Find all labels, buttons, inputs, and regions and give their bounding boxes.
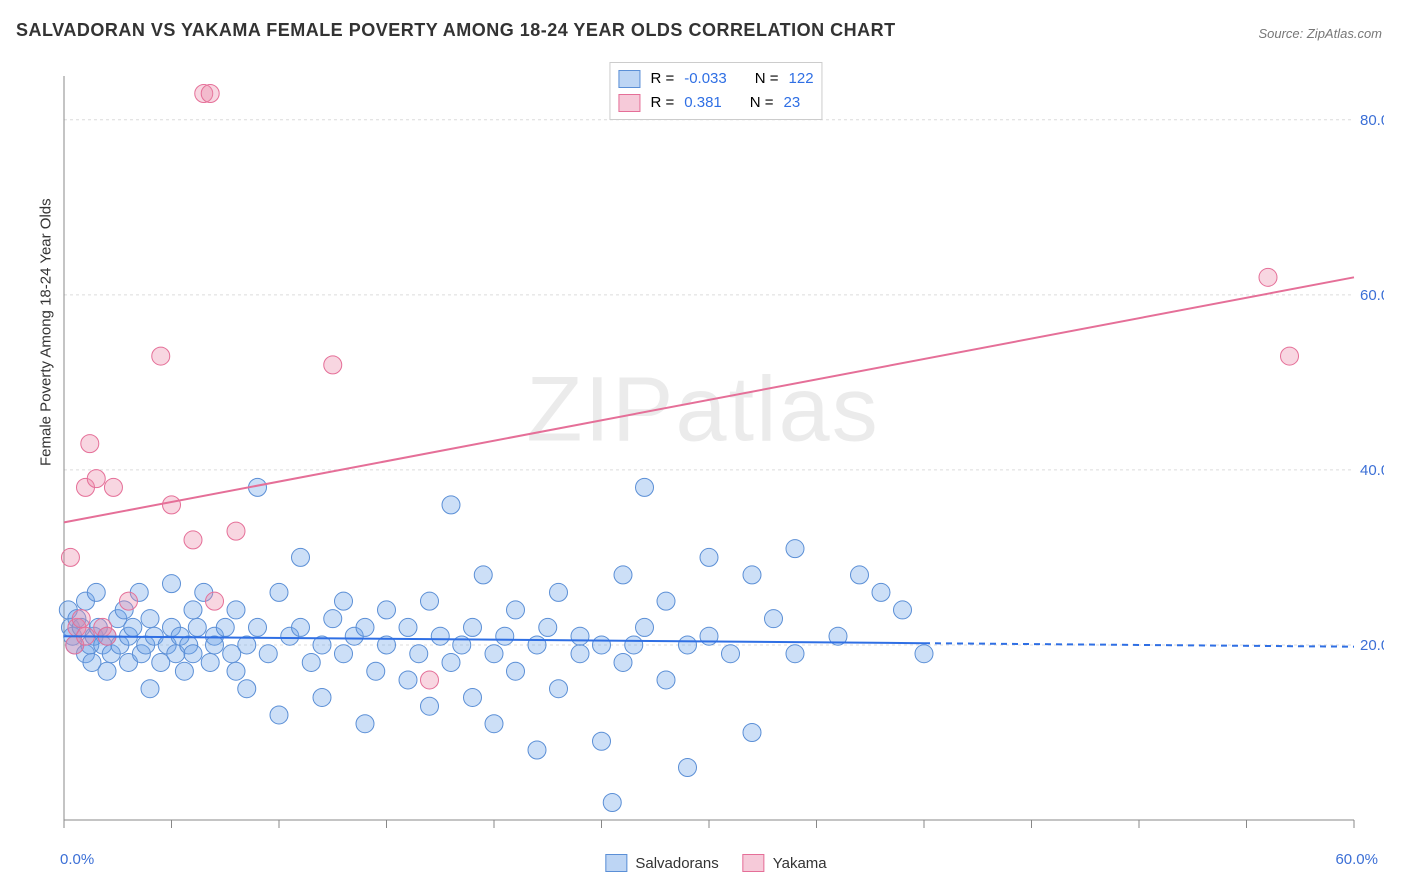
- svg-text:40.0%: 40.0%: [1360, 462, 1384, 479]
- n-label: N =: [750, 91, 774, 115]
- legend-row-yakama: R = 0.381 N = 23: [618, 91, 813, 115]
- svg-text:60.0%: 60.0%: [1360, 287, 1384, 304]
- swatch-yakama-icon: [743, 854, 765, 872]
- x-axis-end-label: 60.0%: [1335, 851, 1378, 868]
- r-label: R =: [650, 91, 674, 115]
- swatch-salvadorans-icon: [605, 854, 627, 872]
- chart-title: SALVADORAN VS YAKAMA FEMALE POVERTY AMON…: [16, 20, 896, 41]
- y-axis-label: Female Poverty Among 18-24 Year Olds: [38, 198, 55, 466]
- n-label: N =: [755, 67, 779, 91]
- legend-label: Yakama: [773, 855, 827, 872]
- n-value-salvadorans: 122: [789, 67, 814, 91]
- r-value-yakama: 0.381: [684, 91, 722, 115]
- swatch-yakama: [618, 94, 640, 112]
- legend-item-yakama: Yakama: [743, 854, 827, 872]
- legend-label: Salvadorans: [635, 855, 718, 872]
- scatter-plot: 20.0% 40.0% 60.0% 80.0%: [48, 56, 1384, 876]
- legend-row-salvadorans: R = -0.033 N = 122: [618, 67, 813, 91]
- chart-container: Female Poverty Among 18-24 Year Olds R =…: [48, 56, 1384, 876]
- swatch-salvadorans: [618, 70, 640, 88]
- series-legend: Salvadorans Yakama: [605, 854, 826, 872]
- n-value-yakama: 23: [784, 91, 801, 115]
- correlation-legend: R = -0.033 N = 122 R = 0.381 N = 23: [609, 62, 822, 120]
- svg-text:20.0%: 20.0%: [1360, 637, 1384, 654]
- svg-text:80.0%: 80.0%: [1360, 112, 1384, 129]
- r-label: R =: [650, 67, 674, 91]
- source-label: Source: ZipAtlas.com: [1258, 26, 1382, 41]
- r-value-salvadorans: -0.033: [684, 67, 727, 91]
- x-axis-start-label: 0.0%: [60, 851, 94, 868]
- legend-item-salvadorans: Salvadorans: [605, 854, 718, 872]
